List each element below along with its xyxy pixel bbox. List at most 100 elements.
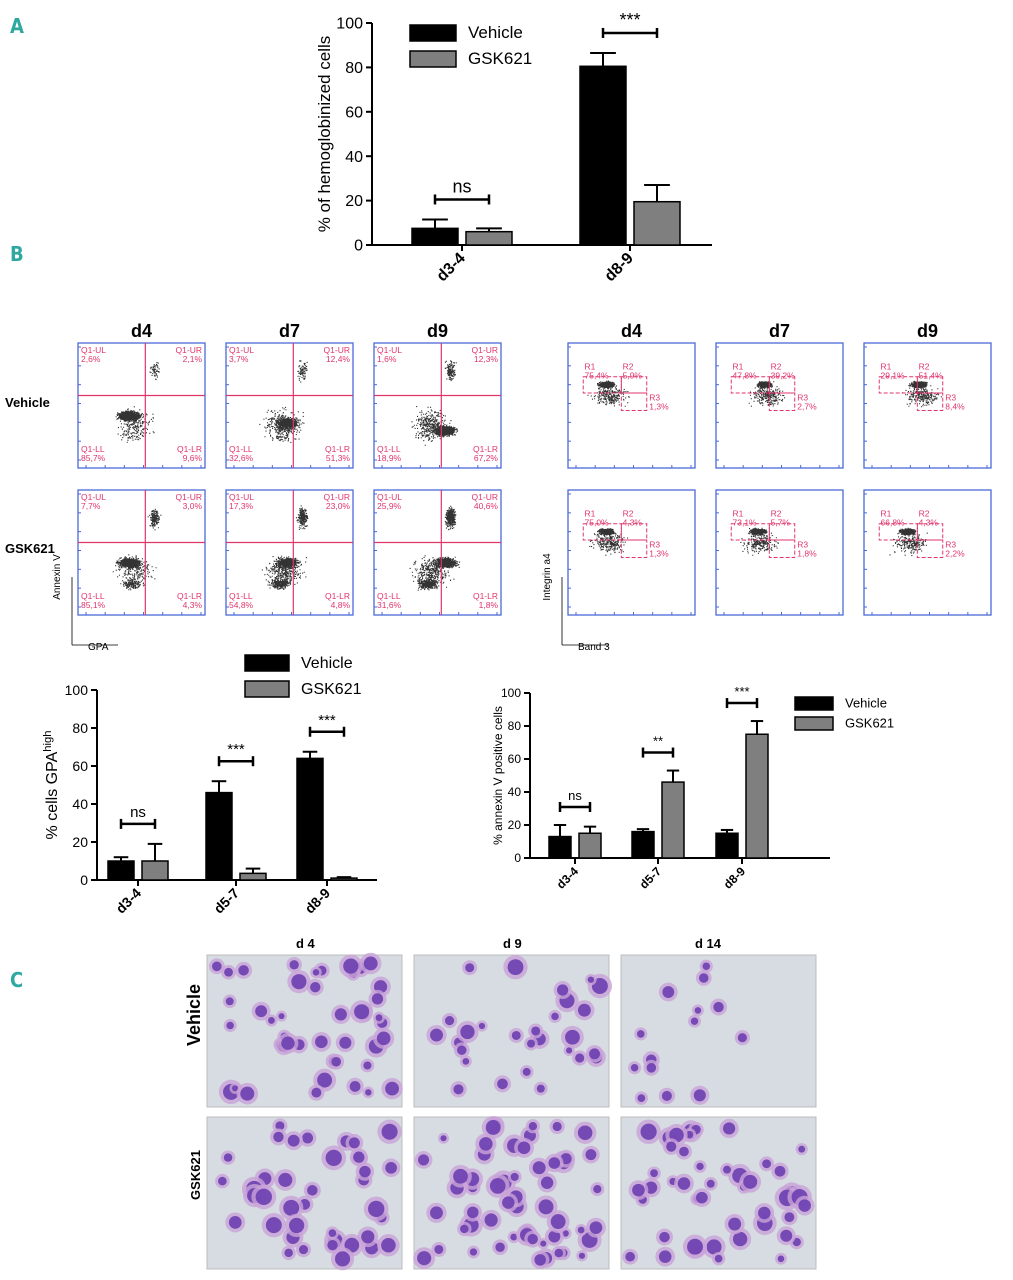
- quadrant-name: Q1-LL: [377, 591, 401, 601]
- cell-nucleus: [646, 1062, 657, 1073]
- plot-frame: [567, 489, 696, 616]
- cell-nucleus: [462, 1057, 470, 1065]
- quadrant-name: Q1-UR: [324, 345, 350, 355]
- quadrant-name: Q1-UR: [176, 345, 202, 355]
- cell-nucleus: [510, 1233, 518, 1241]
- quadrant-name: Q1-LL: [81, 591, 105, 601]
- y-tick-label: 0: [354, 238, 363, 255]
- quadrant-value: 1,6%: [377, 354, 397, 364]
- cell-nucleus: [334, 1251, 351, 1267]
- cell-nucleus: [460, 1024, 475, 1040]
- cell-nucleus: [255, 1005, 268, 1018]
- region-value: 73,1%: [733, 517, 758, 527]
- legend-label: GSK621: [468, 49, 532, 68]
- cell-nucleus: [225, 997, 234, 1006]
- row-label-gsk621: GSK621: [5, 541, 55, 556]
- bar-vehicle: [205, 791, 233, 881]
- bar-gsk621: [745, 733, 769, 859]
- cell-nucleus: [444, 1016, 455, 1026]
- region-value: 47,8%: [733, 370, 758, 380]
- cell-nucleus: [550, 1214, 566, 1229]
- cell-nucleus: [224, 967, 233, 977]
- cell-nucleus: [577, 1125, 593, 1141]
- day-label-d7: d7: [769, 321, 790, 341]
- region-name: R3: [945, 540, 956, 550]
- cell-nucleus: [762, 1159, 772, 1169]
- quadrant-value: 25,9%: [377, 501, 402, 511]
- cell-nucleus: [699, 973, 709, 983]
- micrograph-background: [206, 954, 403, 1108]
- cell-nucleus: [312, 969, 320, 976]
- micrograph-grid: [206, 952, 817, 1271]
- region-name: R1: [881, 508, 892, 518]
- cell-nucleus: [578, 1252, 586, 1259]
- y-tick-label: 60: [72, 758, 88, 774]
- cell-nucleus: [650, 1169, 658, 1178]
- legend-label: GSK621: [301, 681, 362, 698]
- cell-nucleus: [677, 1177, 691, 1190]
- cell-nucleus: [343, 958, 359, 974]
- significance-label: **: [653, 734, 663, 749]
- cell-nucleus: [430, 1206, 443, 1220]
- significance-label: ***: [619, 10, 640, 30]
- region-name: R3: [649, 540, 660, 550]
- cell-nucleus: [732, 1231, 748, 1247]
- gpa-high-chart: 0 20 40 60 80 100 % cells GPAhigh ns d3-4 *** d5-7…: [42, 654, 377, 916]
- cell-nucleus: [484, 1213, 498, 1227]
- event-dots: [748, 381, 786, 407]
- cell-nucleus: [278, 1172, 293, 1187]
- cell-nucleus: [327, 1239, 338, 1251]
- cell-nucleus: [534, 1254, 546, 1266]
- quadrant-name: Q1-UR: [324, 492, 350, 502]
- micrograph-row-labels: Vehicle GSK621: [184, 984, 204, 1200]
- cell-nucleus: [467, 1206, 479, 1219]
- quadrant-name: Q1-LR: [177, 444, 202, 454]
- cell-nucleus: [565, 1029, 580, 1045]
- quadrant-name: Q1-UR: [472, 492, 498, 502]
- event-dots: [409, 505, 461, 591]
- cell-nucleus: [283, 1199, 300, 1216]
- annexin-flow-grid: d4 d7 d9Q1-UL2,6%Q1-UR2,1%Q1-LL85,7%Q1-LR9…: [5, 321, 502, 653]
- micrograph-vehicle-d4: [206, 952, 403, 1108]
- significance-label: ***: [318, 712, 336, 729]
- quadrant-name: Q1-UL: [377, 492, 402, 502]
- y-tick-label: 60: [345, 104, 363, 121]
- cell-nucleus: [273, 1131, 284, 1143]
- cell-nucleus: [593, 1184, 602, 1194]
- cell-nucleus: [737, 1033, 747, 1043]
- region-name: R3: [797, 540, 808, 550]
- cell-nucleus: [723, 1165, 732, 1174]
- gate-r1: [878, 523, 918, 541]
- cell-nucleus: [659, 1231, 670, 1243]
- cell-nucleus: [522, 1067, 531, 1076]
- cell-nucleus: [538, 1199, 554, 1215]
- cell-nucleus: [453, 1084, 464, 1095]
- cell-nucleus: [291, 974, 307, 990]
- cell-nucleus: [714, 1254, 723, 1263]
- category-label: d8-9: [602, 250, 637, 285]
- flow-y-axis-label: Annexin V: [52, 554, 63, 600]
- quadrant-value: 67,2%: [474, 453, 499, 463]
- quadrant-value: 12,4%: [326, 354, 351, 364]
- y-axis-label-sup: high: [42, 731, 54, 752]
- cell-nucleus: [713, 1001, 724, 1013]
- cell-nucleus: [440, 1135, 447, 1142]
- quadrant-value: 85,7%: [81, 453, 106, 463]
- plot-frame: [373, 342, 502, 469]
- legend-swatch-gsk621: [409, 50, 457, 68]
- quadrant-name: Q1-LL: [229, 591, 253, 601]
- bar-vehicle: [548, 835, 572, 859]
- legend-swatch-vehicle: [794, 696, 834, 711]
- cell-nucleus: [232, 1085, 239, 1092]
- cell-nucleus: [540, 1240, 547, 1247]
- flow-x-axis-label: Band 3: [578, 642, 610, 653]
- region-name: R2: [919, 508, 930, 518]
- cell-nucleus: [685, 1130, 694, 1139]
- flow-axis-arrow: [561, 577, 608, 646]
- cell-nucleus: [589, 1048, 600, 1060]
- region-value: 39,2%: [771, 370, 796, 380]
- cell-nucleus: [536, 1084, 545, 1093]
- quadrant-name: Q1-LR: [177, 591, 202, 601]
- quadrant-value: 17,3%: [229, 501, 254, 511]
- quadrant-value: 4,8%: [331, 600, 351, 610]
